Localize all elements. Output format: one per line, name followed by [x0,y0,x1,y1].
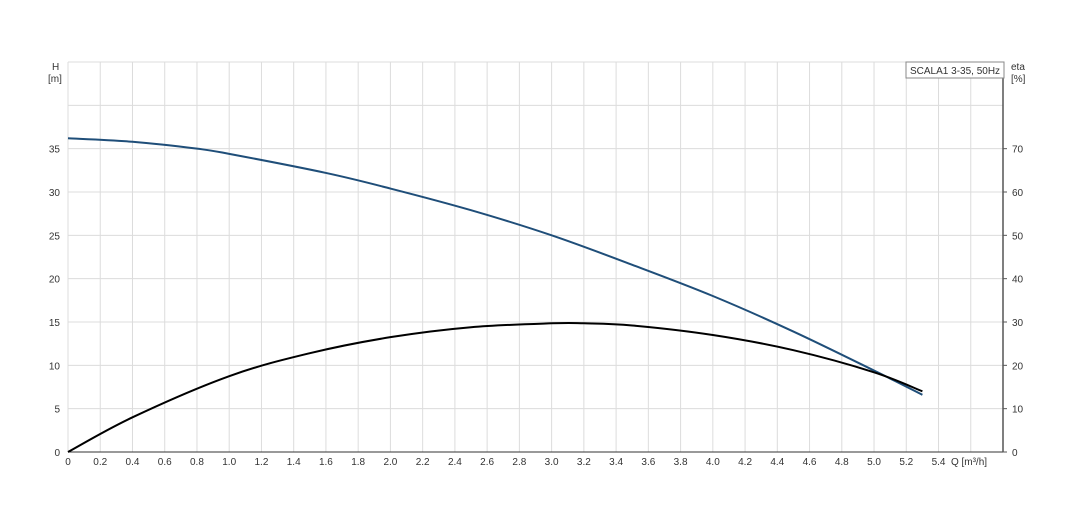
x-tick-label: 0.8 [190,457,204,468]
x-tick-label: 1.8 [351,457,365,468]
axes: 0 0.2 0.4 0.6 0.8 1.0 1.2 1.4 1.6 1.8 2.0 2.2 2.4 2.6… [49,62,1024,468]
x-tick-label: 3.6 [641,457,655,468]
y-right-label-1: eta [1011,62,1025,73]
y-left-label-1: H [52,62,59,73]
y-left-tick-label: 30 [49,188,61,199]
x-tick-label: 5.0 [867,457,881,468]
x-tick-label: 3.2 [577,457,591,468]
y-left-label-2: [m] [48,74,62,85]
x-tick-label: 3.4 [609,457,623,468]
y-left-tick-label: 25 [49,231,61,242]
x-tick-label: 5.4 [932,457,946,468]
x-tick-label: 3.0 [545,457,559,468]
x-axis-label: Q [m³/h] [951,457,987,468]
x-tick-label: 1.6 [319,457,333,468]
x-tick-label: 1.2 [254,457,268,468]
y-right-tick-label: 10 [1012,405,1024,416]
x-tick-label: 4.4 [770,457,784,468]
y-left-tick-label: 5 [54,405,60,416]
y-right-tick-label: 30 [1012,318,1024,329]
x-tick-label: 4.6 [803,457,817,468]
x-tick-label: 2.2 [416,457,430,468]
y-right-tick-label: 40 [1012,275,1024,286]
legend-box: SCALA1 3-35, 50Hz [905,61,1005,79]
x-tick-label: 4.8 [835,457,849,468]
series [67,137,923,453]
x-tick-label: 2.0 [383,457,397,468]
y-left-tick-label: 35 [49,145,61,156]
x-tick-label: 4.0 [706,457,720,468]
y-right-tick-label: 20 [1012,361,1024,372]
x-tick-label: 2.4 [448,457,462,468]
y-right-label-2: [%] [1011,74,1026,85]
x-tick-label: 1.4 [287,457,301,468]
head-curve [67,137,923,396]
x-tick-label: 0 [65,457,71,468]
y-right-tick-label: 60 [1012,188,1024,199]
grid [67,61,1004,452]
y-left-tick-label: 20 [49,275,61,286]
y-right-tick-label: 0 [1012,448,1018,459]
y-left-tick-label: 0 [54,448,60,459]
efficiency-curve [67,321,923,453]
y-left-tick-label: 15 [49,318,61,329]
x-tick-label: 0.6 [158,457,172,468]
x-tick-label: 2.6 [480,457,494,468]
x-tick-label: 2.8 [512,457,526,468]
x-tick-label: 5.2 [899,457,913,468]
y-right-tick-label: 50 [1012,231,1024,242]
x-tick-label: 3.8 [674,457,688,468]
chart-title: SCALA1 3-35, 50Hz [910,66,1000,77]
x-tick-label: 1.0 [222,457,236,468]
y-right-tick-label: 70 [1012,145,1024,156]
x-tick-label: 0.2 [93,457,107,468]
y-left-tick-label: 10 [49,361,61,372]
x-tick-label: 0.4 [126,457,140,468]
x-tick-label: 4.2 [738,457,752,468]
